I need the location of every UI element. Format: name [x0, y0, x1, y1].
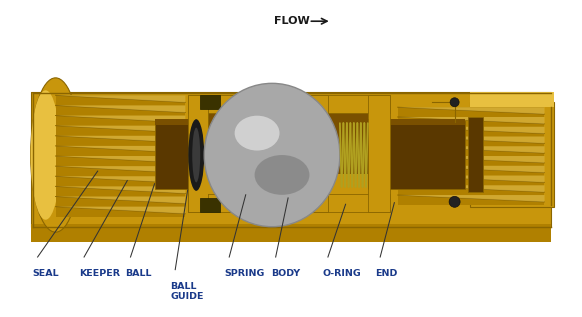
- Text: END: END: [375, 269, 398, 278]
- Polygon shape: [55, 156, 185, 163]
- Polygon shape: [398, 137, 544, 143]
- Ellipse shape: [31, 78, 80, 232]
- Text: BODY: BODY: [271, 269, 300, 278]
- FancyBboxPatch shape: [470, 102, 555, 207]
- Polygon shape: [398, 185, 544, 192]
- Polygon shape: [398, 117, 544, 124]
- FancyBboxPatch shape: [398, 107, 544, 205]
- FancyBboxPatch shape: [155, 119, 464, 125]
- Polygon shape: [55, 166, 185, 173]
- Polygon shape: [398, 156, 544, 163]
- FancyBboxPatch shape: [310, 95, 328, 212]
- Polygon shape: [398, 127, 544, 133]
- Ellipse shape: [254, 155, 310, 195]
- Polygon shape: [398, 195, 544, 202]
- FancyBboxPatch shape: [467, 117, 482, 192]
- Polygon shape: [55, 115, 185, 123]
- FancyBboxPatch shape: [55, 95, 185, 217]
- Polygon shape: [398, 107, 544, 114]
- Polygon shape: [55, 105, 185, 113]
- FancyBboxPatch shape: [31, 92, 551, 227]
- FancyBboxPatch shape: [200, 198, 220, 212]
- Text: KEEPER: KEEPER: [79, 269, 120, 278]
- Polygon shape: [55, 186, 185, 193]
- Text: FLOW: FLOW: [274, 16, 309, 26]
- Polygon shape: [55, 95, 185, 102]
- Ellipse shape: [235, 116, 279, 151]
- Polygon shape: [398, 146, 544, 153]
- Polygon shape: [55, 126, 185, 133]
- Text: SEAL: SEAL: [33, 269, 59, 278]
- Ellipse shape: [31, 90, 61, 220]
- FancyBboxPatch shape: [208, 113, 368, 194]
- Ellipse shape: [204, 83, 340, 227]
- Text: BALL: BALL: [126, 269, 152, 278]
- FancyBboxPatch shape: [208, 174, 368, 194]
- FancyBboxPatch shape: [31, 92, 551, 122]
- FancyBboxPatch shape: [188, 95, 390, 113]
- FancyBboxPatch shape: [188, 194, 390, 212]
- Polygon shape: [55, 136, 185, 143]
- Ellipse shape: [450, 98, 459, 107]
- FancyBboxPatch shape: [368, 95, 390, 212]
- Polygon shape: [55, 146, 185, 153]
- FancyBboxPatch shape: [155, 121, 464, 189]
- FancyBboxPatch shape: [188, 95, 208, 212]
- Polygon shape: [398, 176, 544, 182]
- FancyBboxPatch shape: [470, 92, 555, 107]
- Polygon shape: [55, 197, 185, 204]
- Ellipse shape: [449, 196, 460, 207]
- Text: BALL
GUIDE: BALL GUIDE: [170, 281, 204, 301]
- Ellipse shape: [192, 128, 200, 182]
- Ellipse shape: [242, 120, 318, 200]
- Polygon shape: [55, 207, 185, 214]
- Ellipse shape: [188, 119, 204, 191]
- Polygon shape: [55, 176, 185, 183]
- Text: O-RING: O-RING: [323, 269, 361, 278]
- FancyBboxPatch shape: [200, 95, 220, 109]
- Text: SPRING: SPRING: [224, 269, 265, 278]
- FancyBboxPatch shape: [31, 224, 551, 242]
- Polygon shape: [398, 166, 544, 172]
